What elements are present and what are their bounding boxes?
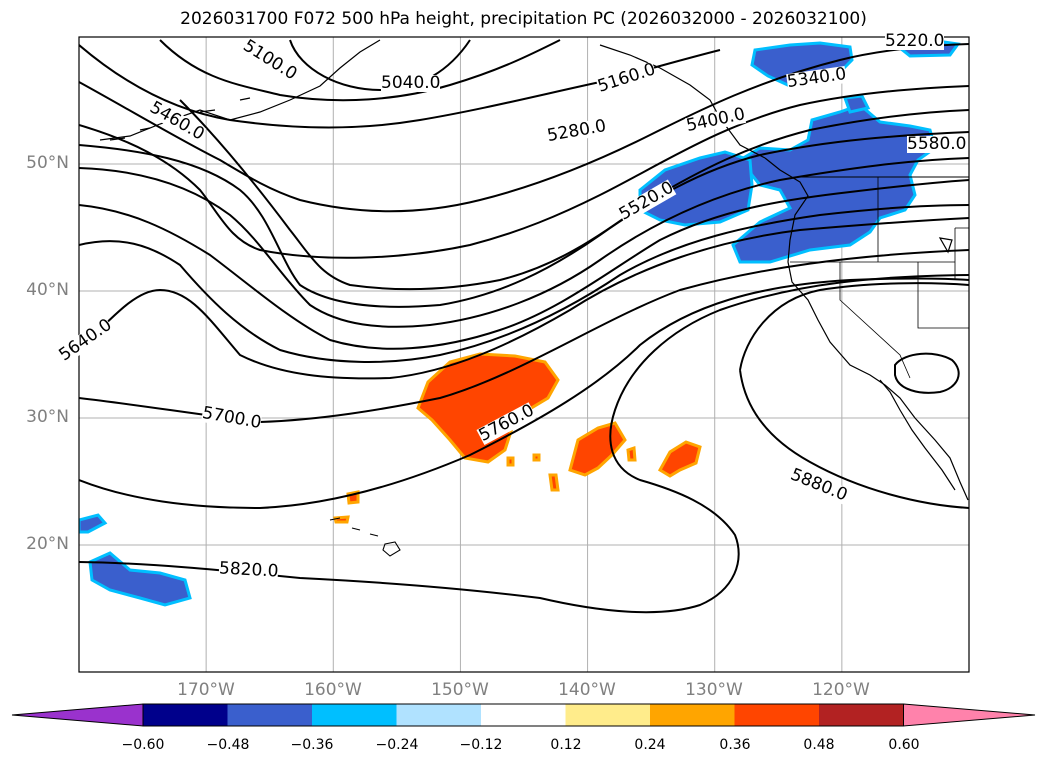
- lon-label: 140°W: [558, 680, 616, 700]
- contour-label: 5220.0: [885, 31, 945, 51]
- contour-5460: [79, 157, 969, 328]
- contour-label: 5040.0: [381, 73, 441, 93]
- lat-label: 30°N: [26, 407, 69, 427]
- contour-5880-closed: [894, 352, 960, 394]
- lon-label: 130°W: [685, 680, 743, 700]
- colorbar-tick: 0.24: [634, 737, 666, 753]
- lon-label: 170°W: [177, 680, 235, 700]
- north-america-west-coast: [764, 157, 969, 501]
- colorbar-tick: 0.36: [719, 737, 751, 753]
- lat-label: 40°N: [26, 280, 69, 300]
- hawaii-islands: [329, 517, 401, 557]
- lon-label: 120°W: [812, 680, 870, 700]
- contour-label: 5580.0: [907, 134, 967, 154]
- contour-5520: [79, 179, 969, 350]
- colorbar-tick: −0.36: [290, 737, 334, 753]
- contour-5880: [739, 282, 969, 509]
- contour-5760: [79, 277, 969, 510]
- state-borders: [790, 177, 969, 379]
- contour-5280: [79, 85, 969, 259]
- precip-shading: [79, 38, 961, 607]
- lat-label: 20°N: [26, 534, 69, 554]
- precip-negative-areas: [79, 38, 961, 607]
- height-contours: [79, 39, 969, 614]
- colorbar-tick: −0.24: [375, 737, 419, 753]
- contour-5640: [79, 217, 969, 380]
- lon-label: 150°W: [431, 680, 489, 700]
- colorbar-tick: −0.12: [459, 737, 503, 753]
- contour-5400: [79, 131, 969, 308]
- contour-label: 5820.0: [218, 558, 279, 582]
- colorbar-tick: 0.12: [550, 737, 582, 753]
- contour-5100: [159, 39, 561, 102]
- contour-5220: [79, 43, 969, 213]
- chart-title: 2026031700 F072 500 hPa height, precipit…: [180, 9, 867, 29]
- colorbar-tick: −0.60: [121, 737, 165, 753]
- contour-5040: [289, 39, 471, 92]
- colorbar-tick: 0.60: [888, 737, 920, 753]
- contour-5820: [79, 274, 969, 614]
- lat-label: 50°N: [26, 153, 69, 173]
- precip-positive-areas: [333, 352, 702, 524]
- colorbar-tick: 0.48: [803, 737, 835, 753]
- great-salt-lake: [938, 237, 953, 254]
- colorbar-tick: −0.48: [206, 737, 250, 753]
- contour-5580: [79, 204, 969, 363]
- baja-california: [879, 379, 956, 491]
- lon-label: 160°W: [304, 680, 362, 700]
- contour-5340: [179, 99, 969, 291]
